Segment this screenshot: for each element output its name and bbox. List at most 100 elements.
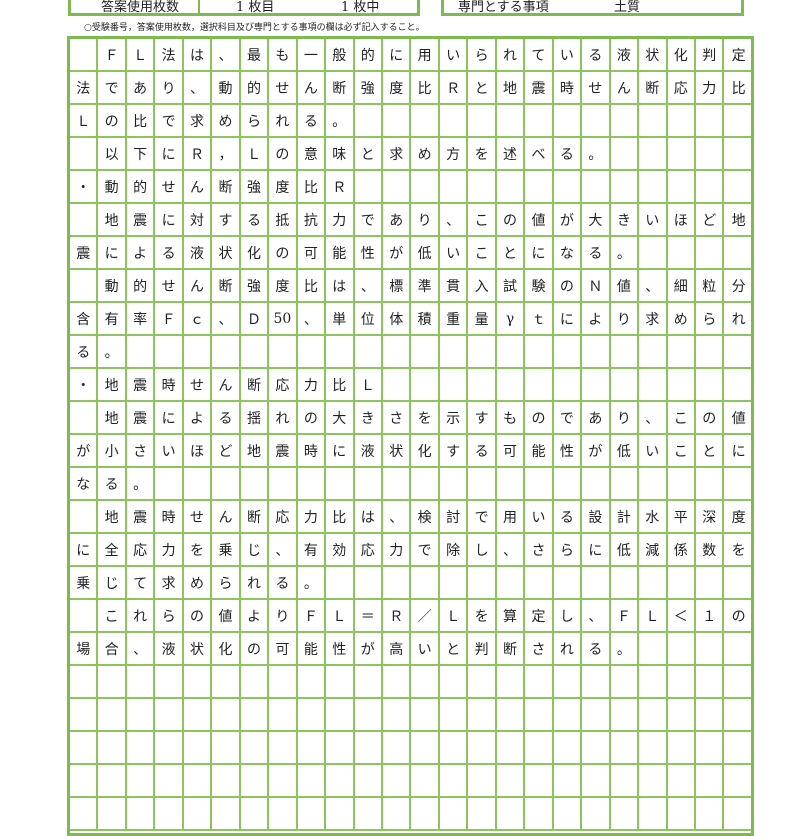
grid-row [70, 732, 751, 765]
grid-cell: れ [126, 600, 156, 633]
grid-cell [155, 666, 184, 699]
grid-cell [326, 798, 355, 831]
grid-cell: 有 [297, 534, 327, 567]
grid-cell: さ [126, 435, 156, 468]
grid-cell: る [212, 402, 241, 435]
grid-cell [183, 765, 213, 798]
grid-cell [553, 666, 583, 699]
grid-cell [468, 567, 497, 600]
grid-cell: 断 [326, 72, 355, 105]
grid-cell [212, 666, 241, 699]
grid-row: ・動的せん断強度比 Ｒ [70, 171, 751, 204]
grid-cell: 抗 [297, 204, 327, 237]
grid-cell: せ [183, 369, 213, 402]
grid-cell [610, 105, 640, 138]
grid-cell: 断 [240, 501, 270, 534]
grid-cell: 、 [639, 270, 668, 303]
grid-cell: れ [269, 402, 298, 435]
grid-cell: あ [382, 204, 412, 237]
grid-cell: 粒 [695, 270, 725, 303]
grid-cell: の [724, 600, 751, 633]
grid-cell: 単 [326, 303, 355, 336]
grid-cell [70, 39, 99, 72]
grid-cell: 地 [98, 204, 127, 237]
grid-cell: Ｄ [240, 303, 270, 336]
grid-cell [582, 171, 611, 204]
grid-cell [354, 798, 383, 831]
grid-cell [439, 765, 469, 798]
grid-cell [553, 336, 583, 369]
grid-cell [667, 105, 696, 138]
grid-cell [155, 798, 184, 831]
grid-cell: 断 [212, 270, 241, 303]
grid-cell [98, 732, 127, 765]
grid-cell: 地 [98, 501, 127, 534]
grid-cell [382, 567, 412, 600]
grid-cell [155, 732, 184, 765]
grid-cell [582, 732, 611, 765]
grid-cell [582, 699, 611, 732]
grid-cell: る [98, 468, 127, 501]
grid-cell: ん [610, 72, 640, 105]
grid-cell: 液 [354, 435, 383, 468]
grid-cell: こ [667, 435, 696, 468]
grid-cell [354, 765, 383, 798]
grid-cell [240, 699, 270, 732]
grid-cell: の [98, 105, 127, 138]
grid-row [70, 765, 751, 798]
grid-cell: の [695, 402, 725, 435]
grid-cell: い [639, 435, 668, 468]
grid-cell: れ [553, 633, 583, 666]
grid-cell [724, 732, 751, 765]
grid-cell [411, 732, 440, 765]
grid-cell: 比 [297, 270, 327, 303]
grid-cell [411, 468, 440, 501]
grid-cell [610, 699, 640, 732]
grid-cell [525, 171, 554, 204]
grid-cell: 除 [439, 534, 469, 567]
grid-cell [382, 369, 412, 402]
grid-cell [610, 138, 640, 171]
grid-cell [639, 633, 668, 666]
grid-cell [496, 699, 526, 732]
grid-cell: に [155, 204, 184, 237]
grid-cell: さ [525, 633, 554, 666]
grid-row: る。 [70, 336, 751, 369]
grid-cell: 。 [326, 105, 355, 138]
grid-cell [183, 798, 213, 831]
grid-cell [126, 765, 156, 798]
grid-cell: 場 [70, 633, 99, 666]
grid-cell [667, 567, 696, 600]
grid-cell [269, 699, 298, 732]
grid-cell [553, 567, 583, 600]
grid-cell: 可 [496, 435, 526, 468]
grid-cell: ＝ [354, 600, 383, 633]
grid-cell [354, 666, 383, 699]
grid-cell: を [468, 600, 497, 633]
grid-cell: 小 [98, 435, 127, 468]
grid-cell [525, 336, 554, 369]
grid-cell [354, 171, 383, 204]
grid-cell [553, 765, 583, 798]
grid-cell: 状 [183, 633, 213, 666]
grid-cell: と [439, 633, 469, 666]
grid-cell: ど [695, 204, 725, 237]
grid-cell: 比 [411, 72, 440, 105]
grid-row: 地震に対する抵抗力であり、この値が大きいほど地 [70, 204, 751, 237]
grid-cell [610, 732, 640, 765]
grid-cell [695, 336, 725, 369]
grid-cell [411, 765, 440, 798]
grid-cell [126, 699, 156, 732]
grid-cell: 50 [269, 303, 298, 336]
grid-cell: い [439, 237, 469, 270]
grid-cell [354, 567, 383, 600]
grid-cell: 力 [695, 72, 725, 105]
grid-cell: て [126, 567, 156, 600]
grid-cell: 地 [496, 72, 526, 105]
grid-cell [269, 468, 298, 501]
grid-cell: に [98, 237, 127, 270]
grid-cell: 度 [269, 171, 298, 204]
grid-cell [639, 138, 668, 171]
grid-row [70, 699, 751, 732]
